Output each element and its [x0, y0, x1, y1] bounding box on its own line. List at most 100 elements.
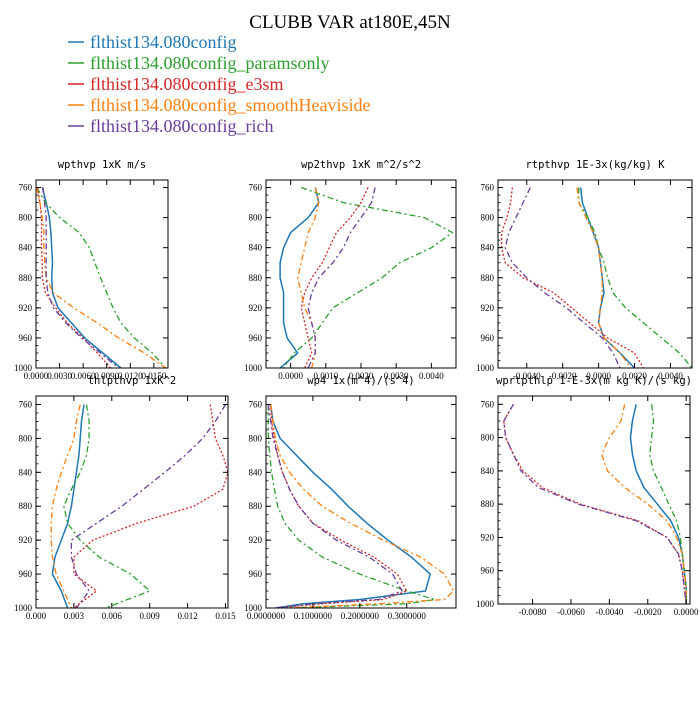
- y-tick-label: 960: [481, 333, 495, 343]
- series-line: [283, 186, 454, 368]
- x-tick-label: 0.2000000: [341, 611, 380, 621]
- x-tick-label: 0.0020: [349, 371, 374, 381]
- series-group: [267, 404, 455, 608]
- y-tick-label: 880: [481, 499, 495, 509]
- y-tick-label: 920: [19, 535, 33, 545]
- series-line: [503, 403, 687, 604]
- x-tick-label: 0.0040: [658, 371, 683, 381]
- x-tick-label: 0.0000: [674, 607, 699, 617]
- series-group: [50, 404, 228, 608]
- y-tick-label: 760: [249, 399, 263, 409]
- y-tick-label: 1000: [14, 363, 33, 373]
- chart-panel: wp2thvp 1xK m^2/s^2 760 800 840 880 920 960 100…: [244, 159, 457, 381]
- x-tick-label: 0.0030: [384, 371, 409, 381]
- panel-title: wp2thvp 1xK m^2/s^2: [301, 159, 421, 171]
- x-tick-label: 0.0030: [47, 371, 72, 381]
- x-tick-label: 0.3000000: [388, 611, 427, 621]
- y-tick-label: 840: [481, 243, 495, 253]
- x-tick-label: -0.0020: [549, 371, 577, 381]
- y-tick-label: 840: [249, 467, 263, 477]
- x-tick-label: -0.0060: [557, 607, 585, 617]
- x-tick-label: 0.0010: [313, 371, 338, 381]
- x-tick-label: 0.0060: [71, 371, 96, 381]
- series-line: [601, 404, 687, 604]
- x-tick-label: 0.0020: [622, 371, 647, 381]
- panel-title: wprtpthlp 1-E-3x(m kg K)/(s kg): [496, 375, 692, 387]
- y-tick-label: 800: [481, 433, 495, 443]
- y-tick-label: 840: [19, 243, 33, 253]
- y-tick-label: 960: [481, 566, 495, 576]
- panel-title: wpthvp 1xK m/s: [58, 159, 147, 171]
- series-line: [267, 404, 436, 608]
- y-tick-label: 760: [19, 183, 33, 193]
- y-tick-label: 1000: [14, 603, 33, 613]
- legend-label: flthist134.080config_smoothHeaviside: [90, 95, 370, 115]
- chart-panel: wp4 1x(m^4)/(s^4)76080084088092096010000…: [244, 375, 457, 621]
- series-line: [270, 404, 455, 608]
- y-tick-label: 920: [481, 532, 495, 542]
- series-line: [36, 187, 166, 368]
- plot-frame: [35, 395, 229, 609]
- y-tick-label: 800: [481, 213, 495, 223]
- y-tick-label: 1000: [476, 363, 495, 373]
- panel-title: rtpthvp 1E-3x(kg/kg) K: [525, 159, 665, 171]
- x-tick-label: 0.0000000: [247, 611, 286, 621]
- series-group: [279, 186, 454, 368]
- plot-frame: [35, 179, 169, 369]
- series-line: [70, 404, 227, 608]
- y-tick-label: 880: [249, 501, 263, 511]
- x-tick-label: 0.0000: [278, 371, 303, 381]
- series-line: [578, 187, 692, 368]
- y-tick-label: 760: [249, 183, 263, 193]
- x-tick-label: -0.0040: [595, 607, 623, 617]
- x-tick-label: 0.015: [215, 611, 236, 621]
- x-tick-label: 0.0040: [419, 371, 444, 381]
- y-tick-label: 1000: [244, 363, 263, 373]
- y-tick-label: 840: [249, 243, 263, 253]
- y-tick-label: 800: [19, 433, 33, 443]
- x-tick-label: 0.1000000: [294, 611, 333, 621]
- series-line: [504, 187, 621, 368]
- y-tick-label: 800: [249, 433, 263, 443]
- series-line: [267, 404, 403, 608]
- x-tick-label: 0.012: [177, 611, 197, 621]
- y-tick-label: 760: [481, 183, 495, 193]
- y-tick-label: 800: [19, 213, 33, 223]
- chart-panel: thlpthvp 1xK^276080084088092096010000.00…: [14, 375, 236, 621]
- series-group: [36, 187, 167, 368]
- x-tick-label: 0.003: [64, 611, 85, 621]
- series-line: [63, 404, 151, 608]
- series-line: [576, 187, 632, 368]
- legend: flthist134.080config flthist134.080config…: [68, 32, 370, 136]
- x-tick-label: 0.006: [102, 611, 123, 621]
- y-tick-label: 1000: [244, 603, 263, 613]
- y-tick-label: 840: [19, 467, 33, 477]
- panel-title: wp4 1x(m^4)/(s^4): [307, 375, 414, 387]
- series-line: [36, 187, 112, 368]
- series-line: [579, 187, 636, 368]
- y-tick-label: 960: [19, 569, 33, 579]
- x-tick-label: 0.0000: [24, 371, 49, 381]
- x-tick-label: -0.0040: [513, 371, 541, 381]
- legend-label: flthist134.080config: [90, 32, 237, 52]
- y-tick-label: 920: [249, 303, 263, 313]
- series-line: [629, 404, 687, 604]
- series-line: [649, 404, 687, 604]
- series-line: [51, 404, 85, 608]
- y-tick-label: 880: [19, 501, 33, 511]
- series-line: [42, 187, 119, 368]
- plot-frame: [265, 395, 457, 609]
- x-tick-label: 0.0000: [586, 371, 611, 381]
- y-tick-label: 920: [19, 303, 33, 313]
- series-line: [36, 187, 167, 368]
- y-tick-label: 800: [249, 213, 263, 223]
- x-tick-label: -0.0080: [519, 607, 547, 617]
- y-tick-label: 840: [481, 466, 495, 476]
- x-tick-label: 0.0150: [141, 371, 166, 381]
- chart-panel: rtpthvp 1E-3x(kg/kg) K 760 800 840 880 920 960…: [476, 159, 693, 381]
- y-tick-label: 880: [249, 273, 263, 283]
- series-group: [503, 403, 687, 604]
- chart-panel: wpthvp 1xK m/s76080084088092096010000.00…: [14, 159, 169, 381]
